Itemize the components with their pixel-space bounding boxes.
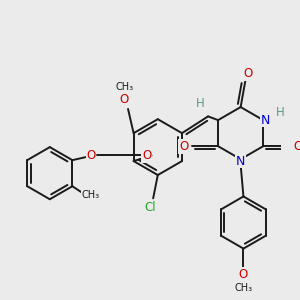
Text: CH₃: CH₃ xyxy=(115,82,134,92)
Text: CH₃: CH₃ xyxy=(234,283,253,293)
Text: O: O xyxy=(239,268,248,281)
Text: Cl: Cl xyxy=(145,201,156,214)
Text: H: H xyxy=(196,97,205,110)
Text: O: O xyxy=(120,93,129,106)
Text: O: O xyxy=(86,149,96,162)
Text: O: O xyxy=(293,140,300,153)
Text: O: O xyxy=(142,149,152,162)
Text: O: O xyxy=(244,67,253,80)
Text: H: H xyxy=(276,106,284,119)
Text: N: N xyxy=(260,114,270,127)
Text: N: N xyxy=(236,154,245,168)
Text: CH₃: CH₃ xyxy=(82,190,100,200)
Text: O: O xyxy=(179,140,188,153)
